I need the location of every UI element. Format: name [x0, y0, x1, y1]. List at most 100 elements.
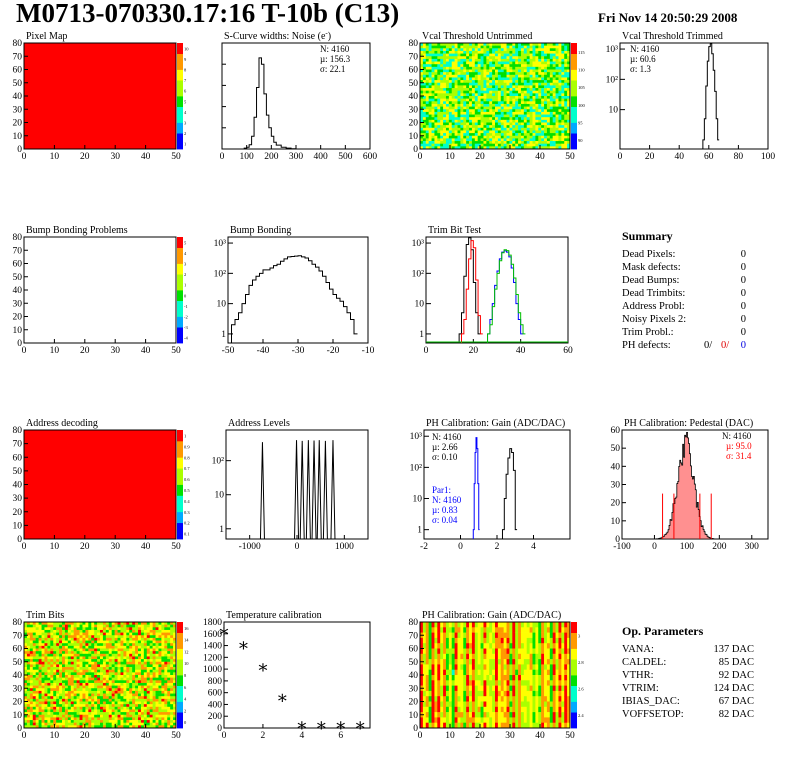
heatmap-cell [431, 114, 435, 118]
heatmap-cell [29, 685, 34, 689]
heatmap-cell [105, 712, 110, 716]
palette-label: 10 [184, 46, 189, 51]
heatmap-cell [67, 624, 72, 628]
heatmap-cell [158, 669, 162, 673]
heatmap-cell [492, 653, 496, 660]
palette-label: 105 [578, 85, 586, 90]
heatmap-cell [155, 656, 159, 660]
heatmap-cell [32, 704, 36, 708]
heatmap-cell [114, 696, 118, 700]
heatmap-cell [135, 672, 139, 676]
heatmap-cell [155, 643, 159, 647]
heatmap-cell [47, 632, 51, 636]
heatmap-cell [47, 637, 51, 641]
heatmap-cell [445, 133, 450, 137]
heatmap-cell [67, 640, 72, 644]
heatmap-cell [41, 680, 45, 684]
heatmap-cell [167, 629, 171, 633]
heatmap-cell [477, 56, 481, 60]
heatmap-cell [486, 96, 490, 99]
heatmap-cell [445, 93, 450, 97]
heatmap-cell [523, 141, 528, 144]
heatmap-cell [489, 72, 493, 76]
heatmap-cell [425, 722, 429, 729]
heatmap-cell [541, 146, 545, 150]
heatmap-cell [82, 661, 86, 665]
heatmap-cell [50, 664, 54, 668]
heatmap-cell [155, 709, 159, 713]
heatmap-cell [523, 143, 528, 147]
chart-title: Trim Bits [26, 610, 64, 621]
heatmap-cell [123, 661, 127, 665]
heatmap-cell [32, 675, 36, 678]
heatmap-cell [44, 712, 48, 716]
heatmap-cell [492, 53, 496, 57]
heatmap-cell [529, 58, 533, 62]
heatmap-cell [120, 690, 124, 694]
heatmap-cell [41, 690, 45, 694]
heatmap-cell [59, 643, 63, 647]
heatmap-cell [445, 637, 450, 644]
heatmap-cell [457, 722, 461, 729]
heatmap-cell [152, 725, 156, 729]
heatmap-cell [425, 77, 429, 81]
heatmap-cell [24, 720, 28, 723]
heatmap-cell [111, 722, 115, 726]
heatmap-cell [434, 88, 438, 91]
heatmap-cell [149, 722, 153, 726]
heatmap-cell [503, 125, 507, 129]
heatmap-cell [469, 696, 473, 702]
heatmap-cell [437, 685, 441, 692]
heatmap-cell [170, 677, 174, 681]
heatmap-cell [158, 629, 162, 633]
heatmap-cell [497, 74, 502, 78]
heatmap-cell [152, 664, 156, 668]
y-tick-label: 40 [13, 671, 23, 681]
heatmap-cell [73, 685, 77, 689]
palette-cell [177, 440, 183, 447]
heatmap-cell [108, 632, 112, 636]
heatmap-cell [132, 653, 136, 657]
heatmap-cell [161, 635, 165, 639]
x-tick-label: 40 [141, 346, 151, 356]
heatmap-cell [146, 690, 150, 694]
heatmap-cell [529, 64, 533, 68]
heatmap-cell [440, 659, 444, 665]
y-tick-label: 80 [13, 233, 23, 243]
heatmap-cell [102, 624, 107, 628]
heatmap-cell [70, 624, 74, 628]
heatmap-cell [440, 627, 444, 633]
heatmap-cell [56, 632, 60, 636]
heatmap-cell [135, 622, 139, 625]
heatmap-cell [38, 669, 42, 673]
heatmap-cell [497, 69, 502, 73]
heatmap-cell [512, 80, 516, 84]
heatmap-cell [420, 69, 424, 73]
heatmap-cell [32, 669, 36, 673]
heatmap-cell [509, 135, 513, 139]
heatmap-cell [451, 111, 455, 115]
heatmap-cell [79, 706, 83, 710]
heatmap-cell [146, 722, 150, 726]
palette-cell [571, 48, 577, 54]
heatmap-cell [555, 103, 559, 107]
heatmap-cell [503, 138, 507, 142]
heatmap-cell [492, 622, 496, 628]
heatmap-cell [492, 643, 496, 649]
heatmap-cell [135, 688, 139, 692]
palette-label: 12 [184, 649, 189, 654]
heatmap-cell [440, 722, 444, 729]
heatmap-cell [24, 701, 28, 705]
heatmap-cell [44, 659, 48, 663]
heatmap-cell [67, 709, 72, 713]
heatmap-cell [67, 720, 72, 723]
heatmap-cell [509, 90, 513, 94]
heatmap-cell [474, 664, 478, 670]
heatmap-cell [73, 704, 77, 708]
heatmap-cell [173, 714, 177, 718]
heatmap-cell [503, 143, 507, 147]
heatmap-cell [469, 50, 473, 54]
heatmap-cell [91, 656, 95, 660]
heatmap-cell [437, 125, 441, 129]
heatmap-cell [152, 637, 156, 641]
